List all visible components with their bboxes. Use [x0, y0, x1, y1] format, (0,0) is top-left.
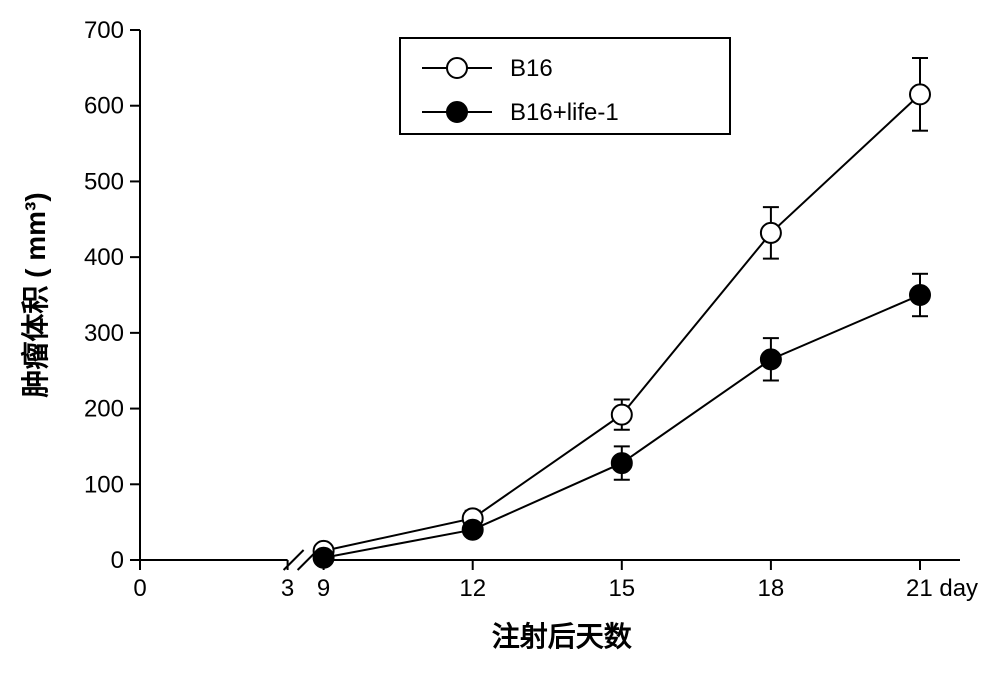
x-tick-label: 18 — [758, 575, 785, 602]
y-tick-label: 600 — [84, 93, 124, 120]
data-marker — [910, 84, 930, 104]
data-marker — [612, 453, 632, 473]
y-tick-label: 100 — [84, 471, 124, 498]
data-marker — [761, 349, 781, 369]
data-marker — [910, 285, 930, 305]
y-tick-label: 200 — [84, 396, 124, 423]
legend-marker — [447, 102, 467, 122]
y-tick-label: 700 — [84, 17, 124, 44]
x-tick-label: 12 — [459, 575, 486, 602]
y-axis-title: 肿瘤体积 ( mm³) — [19, 192, 51, 397]
tumor-volume-chart: 0 100 200 300 400 500 600 700 肿瘤体积 ( mm³) 0 39 12 15… — [0, 0, 1000, 680]
x-tick-label: 3 — [281, 575, 294, 602]
x-axis-title: 注射后天数 — [492, 620, 633, 652]
x-tick-label: 9 — [317, 575, 330, 602]
data-marker — [761, 223, 781, 243]
legend-label: B16+life-1 — [510, 99, 619, 126]
legend-marker — [447, 58, 467, 78]
y-tick-label: 0 — [111, 547, 124, 574]
legend-label: B16 — [510, 55, 553, 82]
y-tick-label: 300 — [84, 320, 124, 347]
series-line-B16 — [324, 94, 920, 551]
data-marker — [612, 405, 632, 425]
x-tick-label: 21 day — [906, 575, 978, 602]
y-tick-label: 500 — [84, 168, 124, 195]
x-tick-label: 0 — [133, 575, 146, 602]
x-tick-label: 15 — [608, 575, 635, 602]
data-marker — [463, 520, 483, 540]
data-marker — [314, 548, 334, 568]
chart-container: 0 100 200 300 400 500 600 700 肿瘤体积 ( mm³) 0 39 12 15… — [0, 0, 1000, 680]
y-tick-label: 400 — [84, 244, 124, 271]
